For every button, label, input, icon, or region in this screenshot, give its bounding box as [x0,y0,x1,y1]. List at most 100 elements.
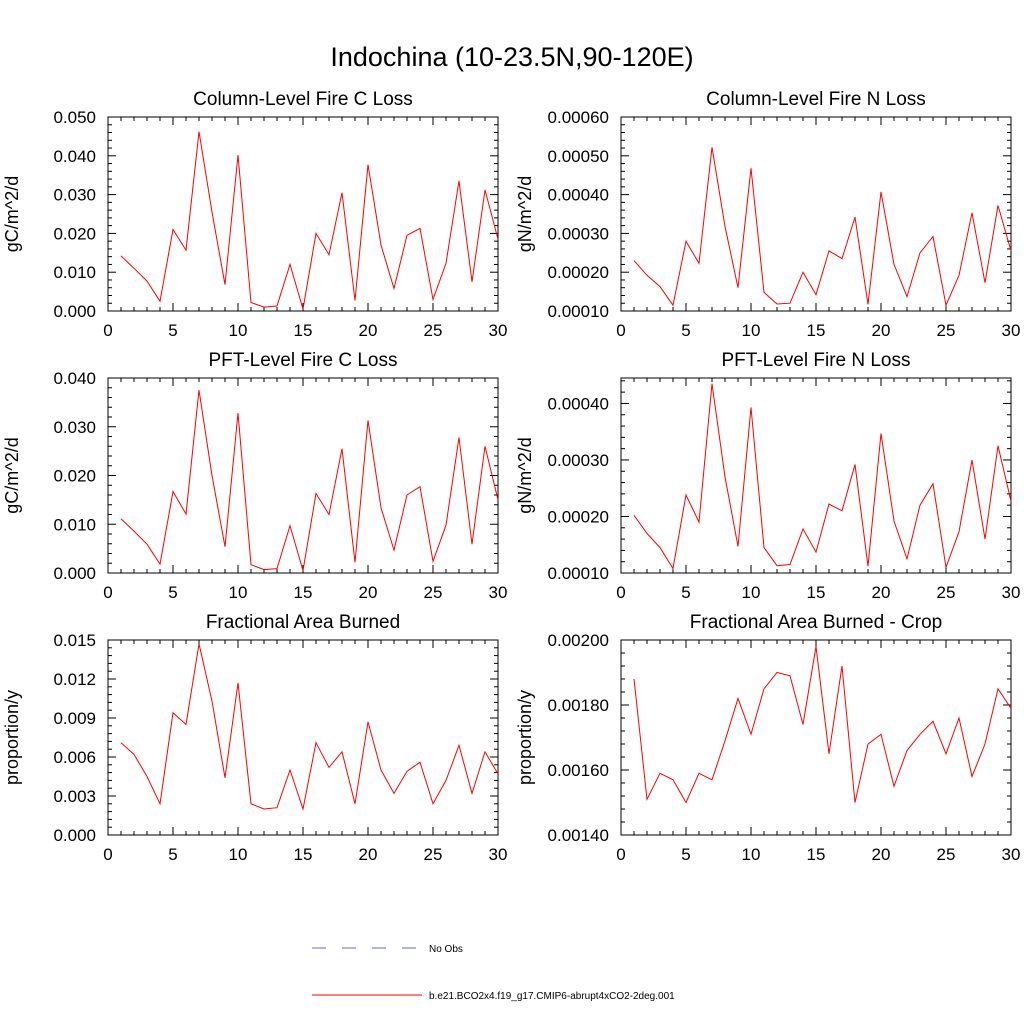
x-tick-label: 5 [168,321,177,340]
x-tick-label: 0 [616,321,625,340]
y-tick-label: 0.00010 [548,564,609,583]
y-tick-label: 0.00040 [548,186,609,205]
panel-title: Column-Level Fire C Loss [193,89,413,110]
y-axis-label: gN/m^2/d [515,176,535,252]
x-tick-label: 10 [742,845,761,864]
y-tick-label: 0.00140 [548,826,609,845]
x-tick-label: 25 [424,845,443,864]
y-tick-label: 0.040 [53,369,96,388]
x-tick-label: 20 [359,321,378,340]
legend: No Obs b.e21.BCO2x4.f19_g17.CMIP6-abrupt… [312,944,675,1002]
series-line [120,131,499,310]
x-tick-label: 5 [681,321,690,340]
x-tick-label: 25 [424,583,443,602]
x-tick-label: 15 [294,583,313,602]
x-tick-label: 0 [103,845,112,864]
x-tick-label: 0 [103,321,112,340]
figure-title: Indochina (10-23.5N,90-120E) [330,42,693,72]
y-tick-label: 0.00180 [548,696,609,715]
plot-frame [620,377,1012,574]
y-tick-label: 0.00020 [548,507,609,526]
panels-container: Column-Level Fire C Loss gC/m^2/d 0 5 10 15 20… [2,89,1020,864]
y-tick-label: 0.00030 [548,451,609,470]
y-tick-label: 0.020 [53,224,96,243]
legend-no-obs-label: No Obs [429,944,463,955]
y-tick-label: 0.020 [53,467,96,486]
y-tick-label: 0.012 [53,670,96,689]
x-tick-label: 15 [294,321,313,340]
plot-frame [107,639,499,836]
y-tick-label: 0.030 [53,418,96,437]
panel-5: Fractional Area Burned proportion/y 0 5 10 15… [2,612,507,864]
y-axis-label: proportion/y [515,690,535,785]
y-tick-label: 0.00020 [548,263,609,282]
y-axis-label: proportion/y [2,690,22,785]
y-tick-label: 0.050 [53,108,96,127]
panel-1: Column-Level Fire C Loss gC/m^2/d 0 5 10 15 20… [2,89,507,340]
legend-model-label: b.e21.BCO2x4.f19_g17.CMIP6-abrupt4xCO2-2… [429,991,675,1002]
x-tick-label: 10 [742,321,761,340]
x-tick-label: 10 [229,845,248,864]
y-tick-label: 0.010 [53,515,96,534]
x-tick-label: 0 [616,583,625,602]
y-tick-label: 0.000 [53,826,96,845]
y-tick-label: 0.030 [53,186,96,205]
y-tick-label: 0.00060 [548,108,609,127]
y-tick-label: 0.040 [53,147,96,166]
panel-6: Fractional Area Burned - Crop proportion/… [515,612,1020,864]
x-tick-label: 10 [742,583,761,602]
y-tick-label: 0.00200 [548,631,609,650]
y-tick-label: 0.00050 [548,147,609,166]
plot-frame [620,639,1012,836]
panel-title: Fractional Area Burned [206,612,400,633]
panel-4: PFT-Level Fire N Loss gN/m^2/d 0 5 10 15 20 25 3… [515,350,1020,602]
y-tick-label: 0.009 [53,709,96,728]
panel-title: PFT-Level Fire N Loss [722,350,911,371]
series-line [633,646,1012,804]
x-tick-label: 25 [937,845,956,864]
series-line [120,390,499,571]
series-line [120,643,499,811]
y-tick-label: 0.00040 [548,394,609,413]
x-tick-label: 15 [807,583,826,602]
x-tick-label: 30 [489,321,508,340]
y-tick-label: 0.00010 [548,302,609,321]
x-tick-label: 20 [872,845,891,864]
y-tick-label: 0.015 [53,631,96,650]
series-line [633,383,1012,570]
panel-2: Column-Level Fire N Loss gN/m^2/d 0 5 10 15 20… [515,89,1020,340]
x-tick-label: 30 [489,845,508,864]
y-axis-label: gC/m^2/d [2,437,22,513]
series-line [633,147,1012,307]
x-tick-label: 30 [1002,321,1021,340]
x-tick-label: 20 [872,321,891,340]
x-tick-label: 30 [489,583,508,602]
y-tick-label: 0.000 [53,564,96,583]
x-tick-label: 20 [359,583,378,602]
x-tick-label: 10 [229,583,248,602]
y-tick-label: 0.00030 [548,224,609,243]
x-tick-label: 20 [359,845,378,864]
x-tick-label: 20 [872,583,891,602]
x-tick-label: 5 [168,845,177,864]
x-tick-label: 0 [103,583,112,602]
y-tick-label: 0.00160 [548,761,609,780]
x-tick-label: 15 [807,321,826,340]
x-tick-label: 10 [229,321,248,340]
y-axis-label: gN/m^2/d [515,437,535,513]
x-tick-label: 30 [1002,583,1021,602]
x-tick-label: 15 [294,845,313,864]
x-tick-label: 25 [937,583,956,602]
x-tick-label: 25 [424,321,443,340]
panel-title: PFT-Level Fire C Loss [209,350,398,371]
x-tick-label: 30 [1002,845,1021,864]
panel-3: PFT-Level Fire C Loss gC/m^2/d 0 5 10 15 20 25 3… [2,350,507,602]
x-tick-label: 5 [681,583,690,602]
y-tick-label: 0.000 [53,302,96,321]
x-tick-label: 25 [937,321,956,340]
x-tick-label: 5 [681,845,690,864]
y-tick-label: 0.006 [53,748,96,767]
y-tick-label: 0.003 [53,787,96,806]
panel-title: Column-Level Fire N Loss [706,89,926,110]
